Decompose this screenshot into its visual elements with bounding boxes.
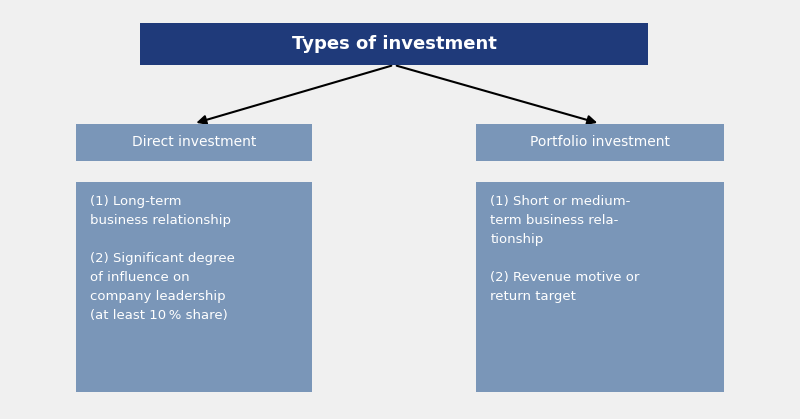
Text: Types of investment: Types of investment [291, 35, 497, 53]
Text: (1) Long-term
business relationship

(2) Significant degree
of influence on
comp: (1) Long-term business relationship (2) … [90, 195, 235, 322]
FancyBboxPatch shape [76, 182, 312, 392]
FancyBboxPatch shape [476, 124, 724, 161]
Text: (1) Short or medium-
term business rela-
tionship

(2) Revenue motive or
return : (1) Short or medium- term business rela-… [490, 195, 640, 303]
FancyBboxPatch shape [140, 23, 648, 65]
FancyBboxPatch shape [476, 182, 724, 392]
FancyBboxPatch shape [76, 124, 312, 161]
Text: Portfolio investment: Portfolio investment [530, 135, 670, 150]
Text: Direct investment: Direct investment [132, 135, 256, 150]
